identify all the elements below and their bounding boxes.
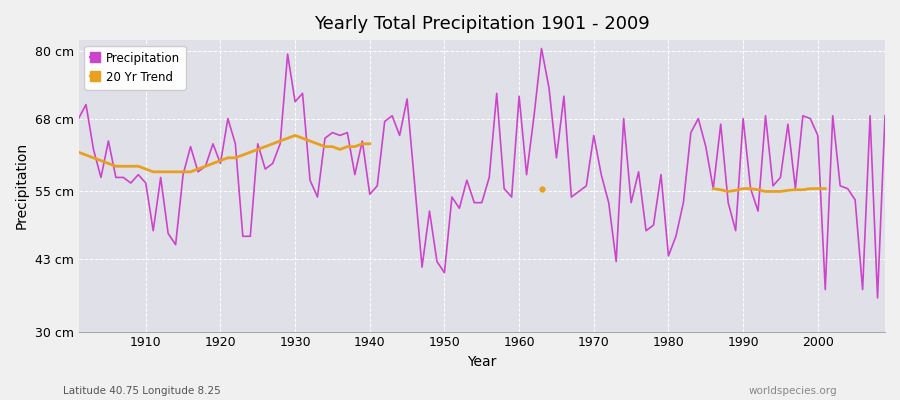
Text: Latitude 40.75 Longitude 8.25: Latitude 40.75 Longitude 8.25	[63, 386, 220, 396]
Text: worldspecies.org: worldspecies.org	[749, 386, 837, 396]
X-axis label: Year: Year	[467, 355, 497, 369]
Y-axis label: Precipitation: Precipitation	[15, 142, 29, 230]
Legend: Precipitation, 20 Yr Trend: Precipitation, 20 Yr Trend	[85, 46, 185, 90]
Title: Yearly Total Precipitation 1901 - 2009: Yearly Total Precipitation 1901 - 2009	[314, 15, 650, 33]
